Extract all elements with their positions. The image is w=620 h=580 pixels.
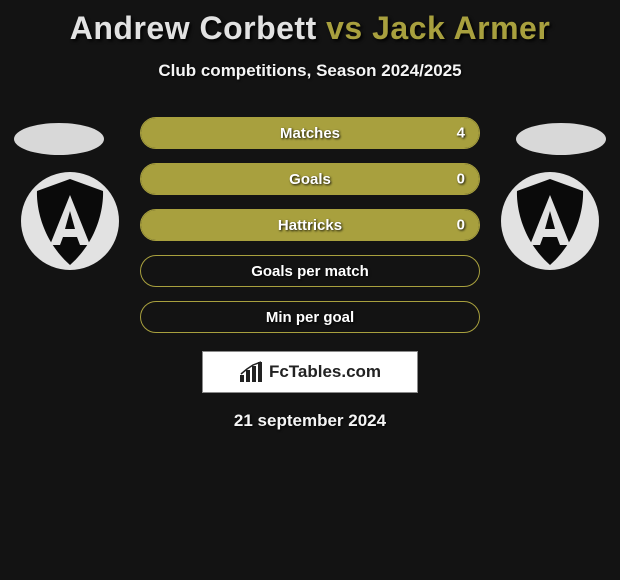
stat-row-hattricks: Hattricks 0 [140, 209, 480, 241]
bars-icon [239, 361, 265, 383]
stats-container: Matches 4 Goals 0 Hattricks 0 Goals per … [140, 117, 480, 333]
player2-avatar-placeholder [516, 123, 606, 155]
brand-text: FcTables.com [269, 362, 381, 382]
stat-row-goals-per-match: Goals per match [140, 255, 480, 287]
player1-name: Andrew Corbett [70, 10, 317, 46]
stat-label: Min per goal [266, 309, 354, 326]
comparison-title: Andrew Corbett vs Jack Armer [0, 0, 620, 47]
player2-name: Jack Armer [372, 10, 550, 46]
player2-club-badge [500, 171, 600, 271]
brand-box[interactable]: FcTables.com [202, 351, 418, 393]
stat-row-goals: Goals 0 [140, 163, 480, 195]
shield-icon [20, 171, 120, 271]
player1-club-badge [20, 171, 120, 271]
vs-text: vs [326, 10, 363, 46]
subtitle: Club competitions, Season 2024/2025 [0, 61, 620, 81]
stat-value-right: 0 [457, 217, 465, 234]
stat-label: Goals per match [251, 263, 369, 280]
stat-label: Matches [280, 125, 340, 142]
stat-label: Hattricks [278, 217, 342, 234]
generated-date: 21 september 2024 [0, 411, 620, 431]
shield-icon [500, 171, 600, 271]
stat-row-matches: Matches 4 [140, 117, 480, 149]
stat-value-right: 0 [457, 171, 465, 188]
stat-row-min-per-goal: Min per goal [140, 301, 480, 333]
stat-value-right: 4 [457, 125, 465, 142]
stat-label: Goals [289, 171, 331, 188]
player1-avatar-placeholder [14, 123, 104, 155]
